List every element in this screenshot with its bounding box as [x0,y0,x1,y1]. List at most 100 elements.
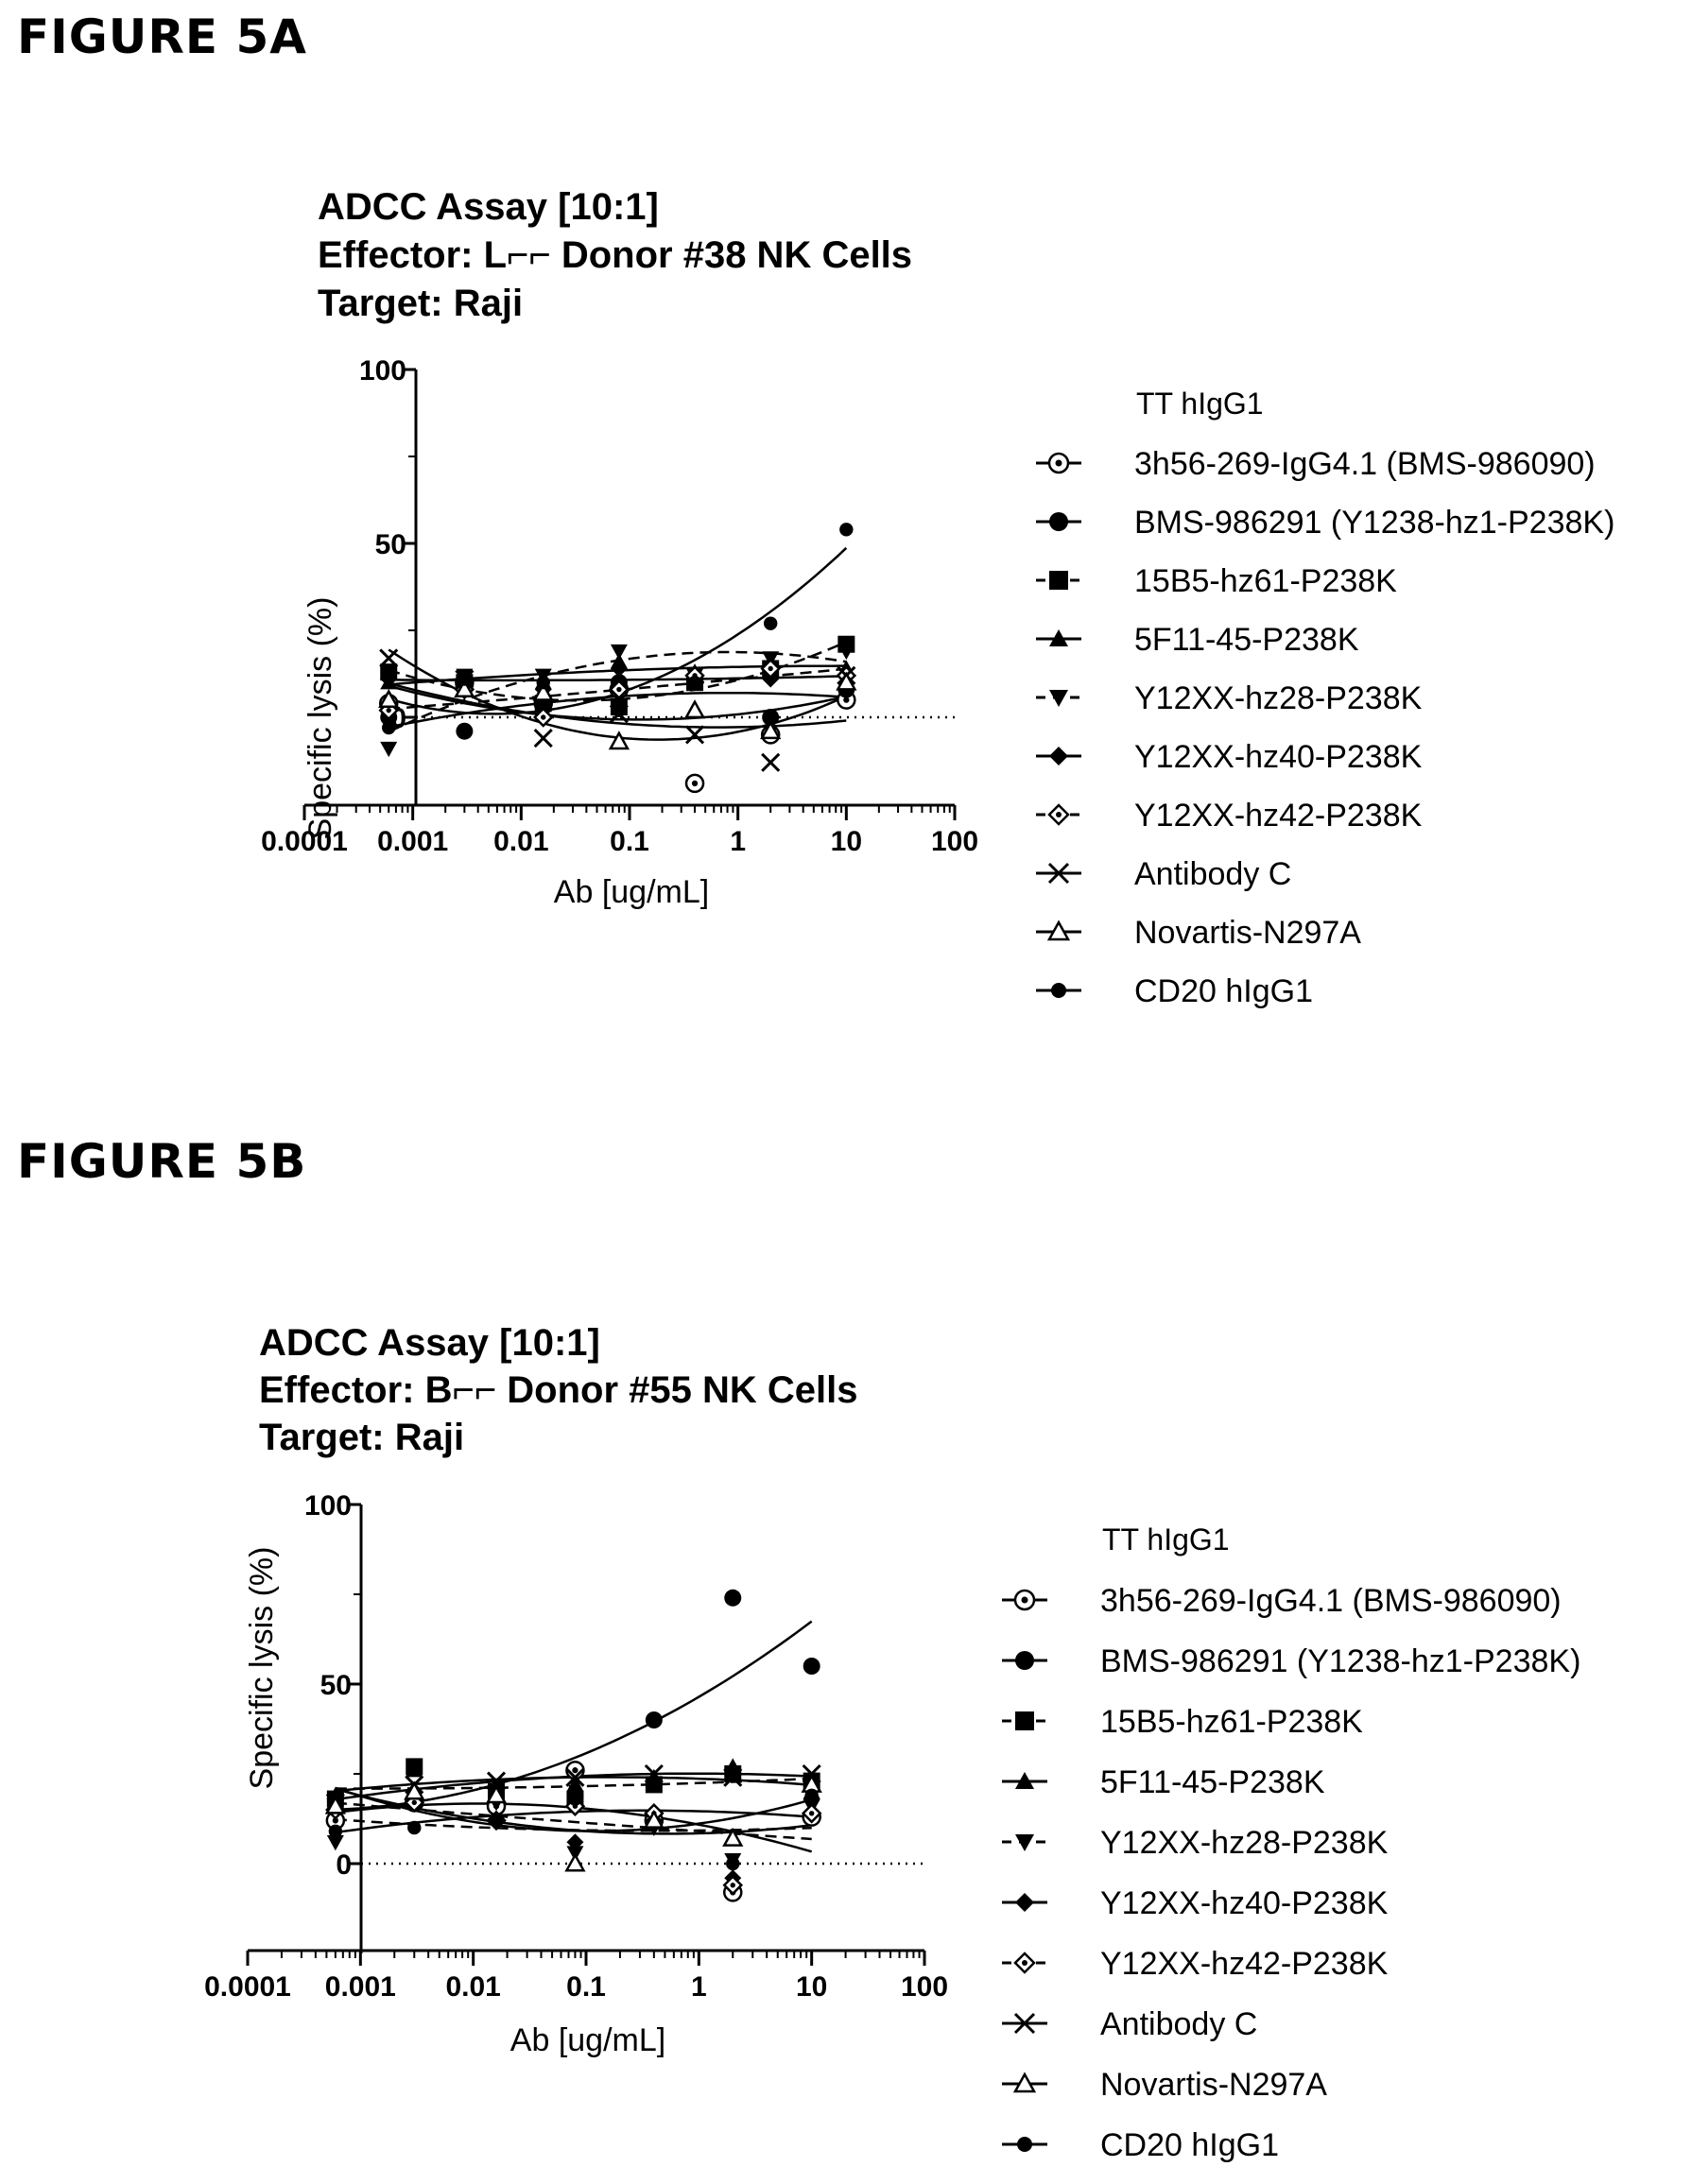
legend-marker-y12xx-hz42-p238k [1047,803,1070,826]
x-tick-label: 100 [931,826,978,857]
x-tick-label: 0.001 [377,826,448,857]
data-point-bms-986291-y1238-hz1-p238k [456,722,474,740]
legend-marker-y12xx-hz28-p238k [1049,690,1068,707]
x-tick-label: 10 [796,1971,827,2003]
legend-label: 5F11-45-P238K [1134,622,1359,658]
legend-marker-5f11-45-p238k [1015,1772,1034,1789]
data-point-novartis-n297a [722,1827,744,1847]
x-axis-label: Ab [ug/mL] [510,2022,665,2058]
legend-entry-5f11-45-p238k: 5F11-45-P238K [1036,622,1359,658]
legend-label: CD20 hIgG1 [1100,2127,1279,2163]
x-tick-label: 0.01 [493,826,548,857]
legend-marker-5f11-45-p238k [1049,629,1068,646]
legend-label: Antibody C [1134,856,1291,892]
data-point-5f11-45-p238k [724,1758,742,1774]
legend-label: 3h56-269-IgG4.1 (BMS-986090) [1134,446,1596,482]
legend-marker-antibody-c [1013,2012,1036,2035]
data-point-antibody-c [486,1771,507,1791]
x-tick-label: 0.01 [445,1971,500,2003]
legend: TT hIgG1 3h56-269-IgG4.1 (BMS-986090) BMS… [1002,1522,1580,2163]
data-point-cd20-higg1 [536,676,550,690]
title-line-1: ADCC Assay [10:1] [259,1322,600,1364]
figure-5b-chart: ADCC Assay [10:1] Effector: B⌐⌐ Donor #5… [204,1322,1580,2163]
legend-marker-novartis-n297a [1012,2072,1037,2093]
data-point-y12xx-hz28-p238k [610,644,628,661]
legend-entry-y12xx-hz40-p238k: Y12XX-hz40-P238K [1002,1885,1389,1921]
legend-entry-bms-986291-y1238-hz1-p238k: BMS-986291 (Y1238-hz1-P238K) [1002,1643,1580,1679]
data-point-novartis-n297a [324,1795,346,1814]
data-point-bms-986291-y1238-hz1-p238k [762,709,780,726]
data-point-novartis-n297a [404,1780,425,1800]
legend-entry-y12xx-hz42-p238k: Y12XX-hz42-P238K [1036,798,1423,834]
x-tick-label: 1 [691,1971,707,2003]
x-tick-label: 100 [901,1971,948,2003]
legend-entry-5f11-45-p238k: 5F11-45-P238K [1002,1764,1325,1800]
legend-entry-cd20-higg1: CD20 hIgG1 [1002,2127,1279,2163]
data-point-cd20-higg1 [458,672,472,686]
data-point-antibody-c [644,1763,664,1784]
legend-label: Antibody C [1100,2006,1257,2042]
data-point-cd20-higg1 [489,1814,504,1828]
legend-entry-y12xx-hz28-p238k: Y12XX-hz28-P238K [1002,1825,1389,1861]
data-point-novartis-n297a [643,1809,665,1829]
data-point-y12xx-hz42-p238k [609,679,630,700]
x-tick-label: 0.1 [610,826,649,857]
legend-label: Novartis-N297A [1134,915,1361,951]
legend-label: Y12XX-hz42-P238K [1134,798,1423,834]
chart-title: ADCC Assay [10:1] Effector: B⌐⌐ Donor #5… [259,1322,858,1458]
legend-entry-3h56-269-igg4-1-bms-986090: 3h56-269-IgG4.1 (BMS-986090) [1002,1583,1562,1619]
title-line-1: ADCC Assay [10:1] [318,186,659,228]
legend-entry-novartis-n297a: Novartis-N297A [1002,2067,1327,2103]
legend-marker-15b5-hz61-p238k [1049,571,1068,590]
data-point-novartis-n297a [760,720,782,740]
legend-label: 15B5-hz61-P238K [1134,563,1397,599]
legend-label: CD20 hIgG1 [1134,973,1313,1009]
data-point-y12xx-hz28-p238k [837,644,855,661]
x-tick-label: 0.0001 [204,1971,291,2003]
legend-marker-cd20-higg1 [1051,983,1066,998]
x-tick-label: 10 [831,826,862,857]
x-tick-labels: 0.0001 0.001 0.01 0.1 1 10 100 [204,1971,948,2003]
legend-label: Y12XX-hz40-P238K [1134,739,1423,775]
data-point-cd20-higg1 [568,1792,582,1806]
data-point-y12xx-hz42-p238k [722,1875,744,1896]
axes [302,368,957,820]
x-tick-label: 0.001 [325,1971,396,2003]
data-point-y12xx-hz40-p238k [610,660,628,678]
legend-marker-y12xx-hz28-p238k [1015,1834,1034,1851]
legend-entry-novartis-n297a: Novartis-N297A [1036,915,1361,951]
data-point-cd20-higg1 [612,703,627,717]
legend-entries: 3h56-269-IgG4.1 (BMS-986090) BMS-986291 (… [1036,446,1614,1009]
data-point-novartis-n297a [485,1784,508,1804]
data-point-5f11-45-p238k [406,1762,423,1778]
data-point-bms-986291-y1238-hz1-p238k [803,1658,820,1675]
legend-header: TT hIgG1 [1102,1522,1230,1556]
data-point-cd20-higg1 [407,1820,422,1835]
data-point-cd20-higg1 [687,676,702,690]
legend-header: TT hIgG1 [1136,387,1264,421]
legend-label: 5F11-45-P238K [1100,1764,1325,1800]
legend-label: 3h56-269-IgG4.1 (BMS-986090) [1100,1583,1562,1619]
x-tick-label: 0.0001 [261,826,348,857]
data-point-novartis-n297a [532,681,554,701]
data-point-y12xx-hz40-p238k [380,670,398,688]
data-point-novartis-n297a [683,699,706,719]
data-point-cd20-higg1 [647,1778,662,1792]
data-point-novartis-n297a [836,671,857,691]
data-point-cd20-higg1 [763,616,778,630]
legend-marker-y12xx-hz40-p238k [1049,747,1068,765]
x-tick-label: 0.1 [566,1971,606,2003]
legend-entry-3h56-269-igg4-1-bms-986090: 3h56-269-IgG4.1 (BMS-986090) [1036,446,1596,482]
y-axis-label: Specific lysis (%) [244,1547,280,1790]
title-line-3: Target: Raji [318,283,523,324]
data-point-y12xx-hz42-p238k [760,658,781,679]
data-points [324,1589,822,1902]
y-tick-label: 0 [336,1849,352,1881]
data-point-y12xx-hz40-p238k [762,670,780,688]
data-point-bms-986291-y1238-hz1-p238k [724,1589,742,1607]
data-point-cd20-higg1 [839,523,854,537]
y-tick-label: 100 [359,355,406,387]
legend-marker-3h56-269-igg4-1-bms-986090 [1047,452,1070,474]
legend-marker-3h56-269-igg4-1-bms-986090 [1013,1589,1036,1611]
legend-label: 15B5-hz61-P238K [1100,1704,1363,1740]
